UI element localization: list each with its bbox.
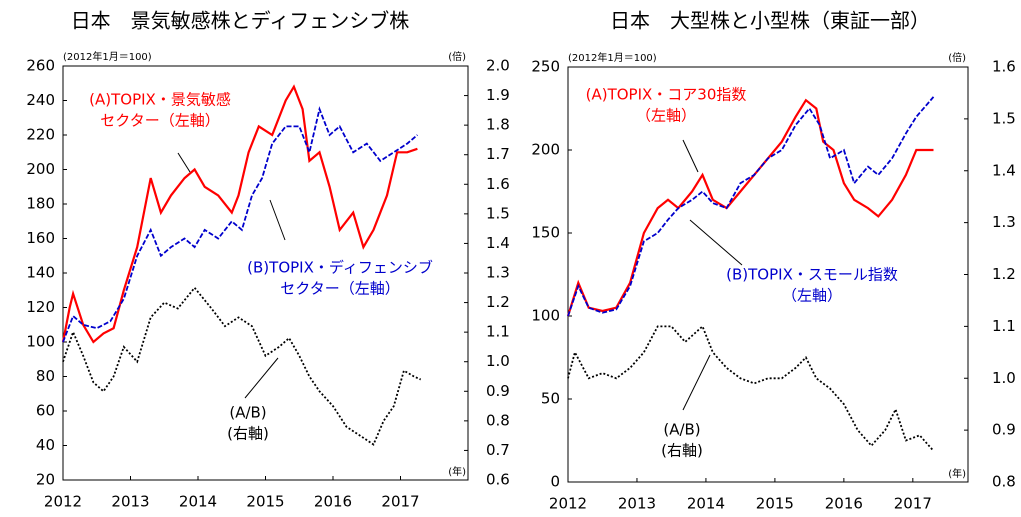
left-unit: (2012年1月＝100) (63, 50, 152, 63)
y-tick-label: 200 (531, 141, 560, 159)
series-line (62, 286, 422, 446)
y-tick-label: 60 (36, 402, 55, 420)
y2-tick-label: 1.4 (486, 234, 510, 252)
annotation-arrow (689, 219, 743, 266)
annotation: （左軸） (782, 287, 842, 305)
right-unit: (倍) (448, 50, 466, 63)
x-tick-label: 2013 (111, 493, 149, 511)
y2-tick-label: 1.6 (992, 58, 1016, 76)
y-tick-label: 150 (531, 224, 560, 242)
y2-tick-label: 1.1 (992, 317, 1016, 335)
y-tick-label: 40 (36, 436, 55, 454)
x-tick-label: 2014 (179, 493, 217, 511)
y-tick-label: 180 (26, 195, 55, 213)
y-tick-label: 240 (26, 91, 55, 109)
y-tick-label: 200 (26, 160, 55, 178)
annotation: (B)TOPIX・ディフェンシブ (247, 259, 433, 277)
y2-tick-label: 0.8 (992, 473, 1016, 491)
annotation: セクター（左軸） (280, 280, 399, 298)
y2-tick-label: 1.0 (486, 352, 510, 370)
y-tick-label: 120 (26, 298, 55, 316)
x-tick-label: 2015 (246, 493, 284, 511)
chart-title: 日本 大型株と小型株（東証一部） (610, 9, 930, 33)
y-tick-label: 80 (36, 367, 55, 385)
annotation: （左軸） (636, 107, 696, 125)
y2-tick-label: 0.9 (992, 421, 1016, 439)
y2-tick-label: 1.8 (486, 116, 510, 134)
y-tick-label: 100 (26, 333, 55, 351)
annotation: (A)TOPIX・コア30指数 (586, 86, 747, 104)
y2-tick-label: 0.9 (486, 382, 510, 400)
y2-tick-label: 1.5 (992, 109, 1016, 127)
annotation: (右軸) (661, 442, 703, 460)
annotation-arrow (244, 357, 279, 399)
y2-tick-label: 0.6 (486, 471, 510, 489)
annotation-arrow (177, 152, 191, 173)
series-line (567, 96, 935, 317)
x-tick-label: 2013 (618, 495, 656, 513)
y-tick-label: 260 (26, 57, 55, 75)
y-tick-label: 140 (26, 264, 55, 282)
right-unit: (倍) (948, 51, 966, 64)
x-tick-label: 2016 (314, 493, 352, 511)
x-tick-label: 2014 (687, 495, 725, 513)
y2-tick-label: 1.9 (486, 86, 510, 104)
y2-tick-label: 0.8 (486, 411, 510, 429)
y-tick-label: 220 (26, 126, 55, 144)
series-line (567, 324, 935, 452)
y2-tick-label: 1.7 (486, 145, 510, 163)
annotation: (B)TOPIX・スモール指数 (726, 266, 898, 284)
x-tick-label: 2012 (549, 495, 587, 513)
y-tick-label: 250 (531, 58, 560, 76)
x-unit: (年) (448, 465, 466, 478)
series-line (61, 84, 418, 344)
y-tick-label: 0 (550, 473, 560, 491)
y-tick-label: 50 (541, 390, 560, 408)
x-tick-label: 2016 (825, 495, 863, 513)
series-line (566, 98, 934, 317)
y2-tick-label: 1.1 (486, 323, 510, 341)
y-tick-label: 100 (531, 307, 560, 325)
annotation: (右軸) (227, 425, 269, 443)
annotation-arrow (682, 139, 699, 173)
y2-tick-label: 1.4 (992, 161, 1016, 179)
chart-title: 日本 景気敏感株とディフェンシブ株 (71, 9, 410, 33)
y2-tick-label: 1.0 (992, 369, 1016, 387)
y-tick-label: 20 (36, 471, 55, 489)
y2-tick-label: 1.2 (486, 293, 510, 311)
annotation: セクター（左軸） (100, 112, 219, 130)
x-tick-label: 2017 (894, 495, 932, 513)
y-tick-label: 160 (26, 229, 55, 247)
x-tick-label: 2015 (756, 495, 794, 513)
series-line (62, 106, 418, 343)
y2-tick-label: 1.3 (486, 264, 510, 282)
x-unit: (年) (948, 467, 966, 480)
annotation-arrow (269, 199, 286, 241)
y2-tick-label: 1.5 (486, 204, 510, 222)
x-tick-label: 2012 (44, 493, 82, 511)
left-unit: (2012年1月＝100) (568, 51, 657, 64)
y2-tick-label: 1.2 (992, 265, 1016, 283)
y2-tick-label: 2.0 (486, 57, 510, 75)
annotation: (A/B) (663, 421, 700, 439)
annotation-arrow (682, 354, 711, 411)
annotation: (A/B) (229, 404, 266, 422)
y2-tick-label: 1.3 (992, 213, 1016, 231)
x-tick-label: 2017 (381, 493, 419, 511)
y2-tick-label: 0.7 (486, 441, 510, 459)
annotation: (A)TOPIX・景気敏感 (89, 91, 231, 109)
y2-tick-label: 1.6 (486, 175, 510, 193)
